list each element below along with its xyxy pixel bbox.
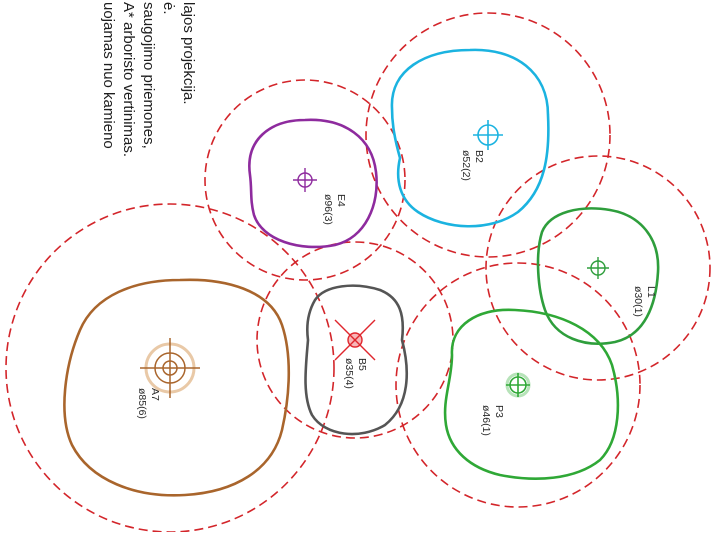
crown-p3: [443, 308, 620, 480]
crown-b5: [304, 284, 408, 436]
tree-label-e4-code: E4: [335, 194, 347, 207]
note-line-5: uojamas nuo kamieno: [100, 2, 117, 149]
protection-zone-l1: [485, 155, 711, 381]
plan-notes: lajos projekcija. ė. saugojimo priemones…: [100, 2, 197, 157]
crown-b2: [390, 48, 550, 228]
protection-zone-p3: [395, 262, 641, 508]
tree-label-b5-size: ø35(4): [343, 358, 355, 389]
crown-projections: [63, 48, 660, 497]
trunk-marker-p3: [505, 372, 531, 398]
tree-label-b2-code: B2: [473, 150, 485, 163]
tree-label-b5-code: B5: [356, 358, 368, 371]
note-line-3: saugojimo priemones,: [140, 2, 157, 149]
trunk-marker-a7: [140, 338, 200, 398]
tree-label-p3-code: P3: [493, 405, 505, 418]
tree-label-a7-size: ø85(6): [136, 388, 148, 419]
trunk-markers: [140, 120, 609, 398]
tree-label-l1-size: ø30(1): [632, 286, 644, 317]
note-line-2: ė.: [160, 2, 177, 15]
note-line-4: A* arboristo vertinimas.: [120, 2, 137, 157]
trunk-marker-b5: [334, 319, 376, 361]
tree-label-l1-code: L1: [645, 286, 657, 298]
trunk-marker-e4: [293, 168, 317, 192]
crown-e4: [248, 118, 378, 249]
note-line-1: lajos projekcija.: [180, 2, 197, 105]
tree-labels: E4 ø96(3) B2 ø52(2) L1 ø30(1) B5 ø35(4) …: [136, 150, 657, 436]
trunk-marker-b2: [473, 120, 503, 150]
tree-label-e4-size: ø96(3): [322, 194, 334, 225]
tree-label-a7-code: A7: [149, 388, 161, 401]
trunk-marker-l1: [587, 257, 609, 279]
crown-a7: [63, 278, 291, 497]
tree-label-p3-size: ø46(1): [480, 405, 492, 436]
crown-l1: [536, 207, 660, 345]
tree-label-b2-size: ø52(2): [460, 150, 472, 181]
protection-zone-b2: [365, 12, 611, 258]
protection-zone-e4: [204, 79, 406, 281]
